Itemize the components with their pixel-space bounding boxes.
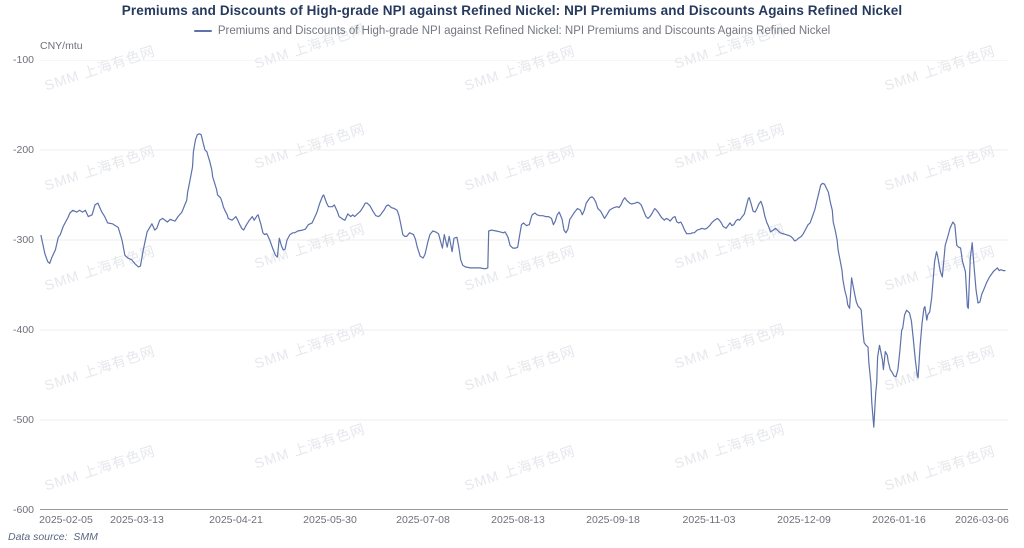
- y-axis-tick-label: -400: [12, 324, 34, 336]
- legend-label: Premiums and Discounts of High-grade NPI…: [217, 25, 831, 37]
- x-axis-tick-label: 2025-12-09: [777, 514, 831, 526]
- x-axis-tick-label: 2025-08-13: [491, 514, 545, 526]
- y-axis-tick-label: -500: [12, 414, 34, 426]
- chart-canvas: [40, 60, 1008, 510]
- series-line: [40, 133, 1006, 428]
- x-axis-tick-label: 2025-09-18: [586, 514, 640, 526]
- x-axis-tick-label: 2025-02-05: [39, 514, 93, 526]
- legend[interactable]: Premiums and Discounts of High-grade NPI…: [0, 24, 1024, 38]
- x-axis-tick-label: 2026-03-06: [955, 514, 1009, 526]
- y-axis-tick-label: -200: [12, 144, 34, 156]
- x-axis-tick-label: 2026-01-16: [872, 514, 926, 526]
- plot-area[interactable]: [40, 60, 1008, 510]
- y-axis: -100 -200 -300 -400 -500 -600: [0, 54, 34, 516]
- x-axis-tick-label: 2025-03-13: [110, 514, 164, 526]
- y-axis-tick-label: -300: [12, 234, 34, 246]
- legend-line-marker: [193, 29, 212, 33]
- y-axis-tick-label: -100: [12, 54, 34, 66]
- x-axis-tick-label: 2025-05-30: [303, 514, 357, 526]
- x-axis-tick-label: 2025-04-21: [209, 514, 263, 526]
- x-axis-tick-label: 2025-07-08: [396, 514, 450, 526]
- x-axis: 2025-02-05 2025-03-13 2025-04-21 2025-05-30…: [39, 514, 1009, 528]
- data-source-note: Data source: SMM: [8, 531, 98, 543]
- x-axis-tick-label: 2025-11-03: [682, 514, 736, 526]
- y-axis-tick-label: -600: [12, 504, 34, 516]
- chart-title: Premiums and Discounts of High-grade NPI…: [121, 3, 903, 18]
- y-axis-unit-label: CNY/mtu: [40, 40, 83, 52]
